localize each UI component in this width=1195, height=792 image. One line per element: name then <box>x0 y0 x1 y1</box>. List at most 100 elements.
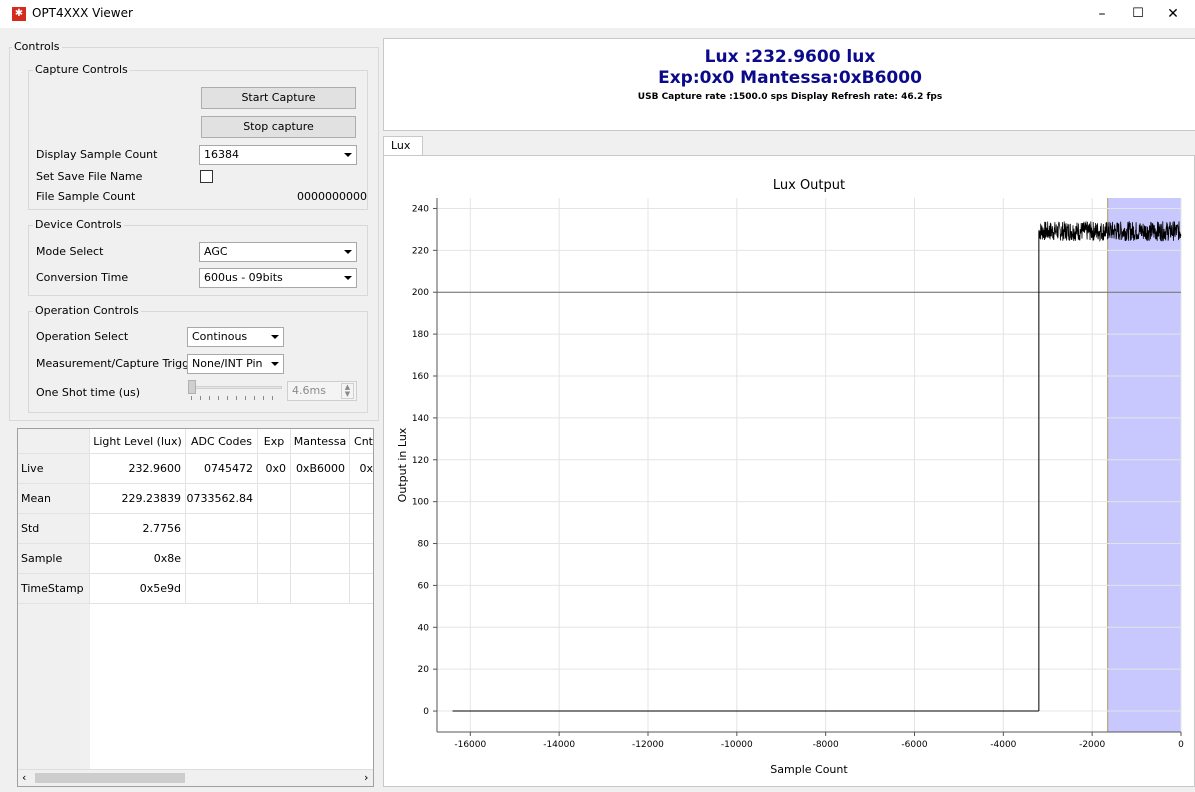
series-noise-line <box>1038 220 1182 242</box>
device-controls-group <box>28 225 368 296</box>
y-tick-label: 100 <box>412 498 429 508</box>
trigger-select-value: None/INT Pin <box>192 357 263 370</box>
table-row-header: Live <box>18 454 90 484</box>
operation-select-value: Continous <box>192 330 248 343</box>
table-cell <box>291 544 350 574</box>
table-header-cell: Mantessa <box>291 429 350 454</box>
table-cell: 0x0 <box>258 454 291 484</box>
table-header-cell: Light Level (lux) <box>90 429 186 454</box>
maximize-button[interactable]: ☐ <box>1132 6 1144 21</box>
x-tick-label: -14000 <box>543 740 575 750</box>
table-cell: 0x8e <box>90 544 186 574</box>
device-controls-title: Device Controls <box>33 218 124 231</box>
x-tick-label: -10000 <box>721 740 753 750</box>
table-cell <box>350 544 373 574</box>
table-cell <box>186 544 258 574</box>
table-cell <box>258 574 291 604</box>
lux-chart[interactable]: Lux Output Sample Count Output in Lux -1600… <box>384 156 1195 788</box>
spin-arrows-icon[interactable]: ▲ ▼ <box>341 383 354 399</box>
table-cell <box>258 484 291 514</box>
table-cell: 0x5e9d <box>90 574 186 604</box>
display-sample-count-select[interactable]: 16384 <box>199 145 357 165</box>
table-cell <box>291 514 350 544</box>
x-tick-label: -2000 <box>1079 740 1105 750</box>
chevron-down-icon <box>271 362 279 366</box>
one-shot-slider[interactable] <box>188 378 284 402</box>
table-cell: 2.7756 <box>90 514 186 544</box>
table-header-cell: ADC Codes <box>186 429 258 454</box>
chevron-down-icon <box>344 153 352 157</box>
rates-readout: USB Capture rate :1500.0 sps Display Ref… <box>637 92 943 102</box>
one-shot-time-label: One Shot time (us) <box>36 386 141 399</box>
trigger-select[interactable]: None/INT Pin <box>187 354 284 374</box>
measurement-table: Light Level (lux) ADC Codes Exp Mantessa Cnt… <box>17 428 374 787</box>
table-row-header: Sample <box>18 544 90 574</box>
plot-panel: Lux Output Sample Count Output in Lux -1600… <box>383 155 1195 787</box>
table-cell <box>291 484 350 514</box>
operation-controls-title: Operation Controls <box>33 304 141 317</box>
operation-select-label: Operation Select <box>36 330 129 343</box>
chart-title: Lux Output <box>773 178 845 193</box>
capture-controls-title: Capture Controls <box>33 63 130 76</box>
table-header-cell: Cnt <box>350 429 373 454</box>
operation-controls-group <box>28 311 368 413</box>
chevron-down-icon <box>344 276 352 280</box>
display-sample-count-label: Display Sample Count <box>36 148 158 161</box>
table-row-header: TimeStamp <box>18 574 90 604</box>
display-sample-count-value: 16384 <box>204 148 239 161</box>
conversion-time-value: 600us - 09bits <box>204 271 283 284</box>
slider-ticks <box>191 396 281 400</box>
conversion-time-select[interactable]: 600us - 09bits <box>199 268 357 288</box>
trigger-label: Measurement/Capture Trigger <box>36 357 201 370</box>
table-cell: 229.23839 <box>90 484 186 514</box>
y-tick-label: 40 <box>418 623 430 633</box>
scrollbar-thumb[interactable] <box>35 773 185 783</box>
mode-select-value: AGC <box>204 245 228 258</box>
horizontal-scrollbar[interactable]: ‹ › <box>18 769 373 786</box>
selection-region <box>1107 198 1181 732</box>
mode-select[interactable]: AGC <box>199 242 357 262</box>
table-cell: 0733562.84 <box>186 484 258 514</box>
controls-group-title: Controls <box>12 40 62 53</box>
y-tick-label: 80 <box>418 540 430 550</box>
table-cell: 0x <box>350 454 373 484</box>
y-tick-label: 240 <box>412 204 429 214</box>
slider-track <box>190 386 282 389</box>
x-tick-label: -12000 <box>632 740 664 750</box>
chevron-down-icon <box>344 250 352 254</box>
one-shot-spinbox[interactable]: 4.6ms ▲ ▼ <box>287 381 357 401</box>
one-shot-value: 4.6ms <box>292 384 326 397</box>
y-tick-label: 20 <box>418 665 430 675</box>
y-tick-label: 180 <box>412 330 429 340</box>
start-capture-button[interactable]: Start Capture <box>201 87 356 109</box>
lux-readout: Lux :232.9600 lux <box>704 47 876 67</box>
y-tick-label: 0 <box>423 707 429 717</box>
y-tick-label: 120 <box>412 456 429 466</box>
operation-select[interactable]: Continous <box>187 327 284 347</box>
readout-panel: Lux :232.9600 lux Exp:0x0 Mantessa:0xB60… <box>383 38 1195 131</box>
table-header-cell: Exp <box>258 429 291 454</box>
table-cell <box>186 574 258 604</box>
close-button[interactable]: ✕ <box>1167 6 1179 22</box>
table-row-header: Mean <box>18 484 90 514</box>
x-tick-label: -8000 <box>813 740 839 750</box>
minimize-button[interactable]: – <box>1098 6 1106 22</box>
tab-lux[interactable]: Lux <box>383 136 423 156</box>
table-cell <box>350 514 373 544</box>
y-tick-label: 160 <box>412 372 429 382</box>
scroll-left-icon[interactable]: ‹ <box>22 771 27 784</box>
y-tick-label: 60 <box>418 581 430 591</box>
window-title: OPT4XXX Viewer <box>32 6 133 20</box>
stop-capture-button[interactable]: Stop capture <box>201 116 356 138</box>
exp-mantessa-readout: Exp:0x0 Mantessa:0xB6000 <box>658 68 922 88</box>
table-header-cell <box>18 429 90 454</box>
table-cell: 0745472 <box>186 454 258 484</box>
y-tick-label: 200 <box>412 288 429 298</box>
table-cell <box>258 514 291 544</box>
scroll-right-icon[interactable]: › <box>364 771 369 784</box>
file-sample-count-label: File Sample Count <box>36 190 136 203</box>
set-save-file-checkbox[interactable] <box>200 170 213 183</box>
y-axis-label: Output in Lux <box>396 427 409 502</box>
table-cell <box>291 574 350 604</box>
slider-handle[interactable] <box>188 380 196 394</box>
